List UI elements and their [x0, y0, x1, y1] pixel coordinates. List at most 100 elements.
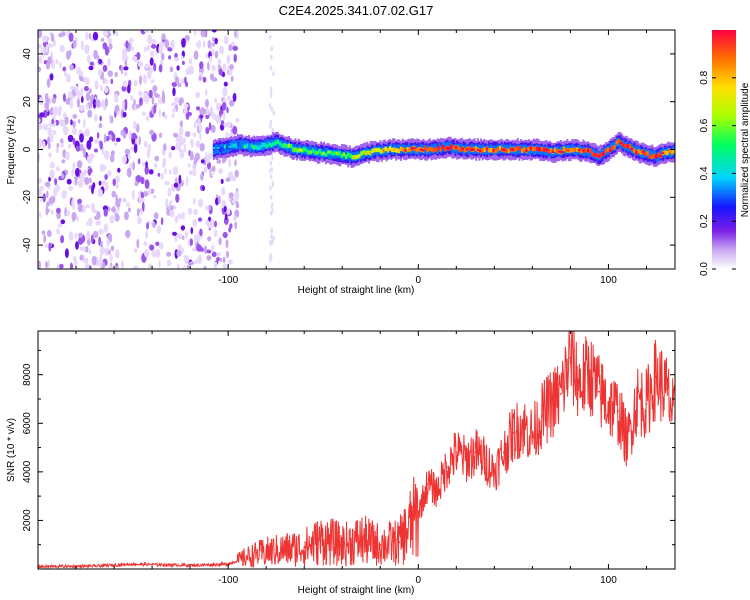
x-tick-label: 100: [600, 275, 617, 286]
noise-speck: [87, 109, 93, 118]
x-tick-label: -100: [218, 275, 238, 286]
noise-speck: [270, 46, 273, 52]
noise-speck: [198, 123, 202, 133]
noise-speck: [88, 65, 94, 71]
noise-speck: [226, 95, 231, 101]
noise-speck: [166, 259, 172, 267]
noise-speck: [184, 230, 189, 239]
ridge-halo: [212, 145, 215, 155]
noise-speck: [226, 54, 231, 64]
noise-speck: [48, 152, 52, 158]
noise-speck: [269, 120, 273, 125]
snr-point: [398, 541, 401, 544]
noise-speck: [131, 46, 135, 52]
noise-speck: [70, 262, 73, 269]
noise-speck: [50, 209, 54, 216]
noise-speck: [72, 162, 76, 170]
spectrogram-axes: -100 0 100 -40 -20 0 20 40: [22, 30, 675, 286]
noise-speck: [235, 203, 240, 209]
noise-speck: [40, 46, 46, 56]
noise-speck: [232, 215, 237, 221]
noise-speck: [117, 167, 121, 173]
noise-speck: [167, 187, 172, 197]
noise-speck: [220, 120, 225, 126]
ridge-core: [223, 145, 227, 148]
ridge-halo: [561, 145, 564, 155]
noise-speck: [122, 48, 128, 56]
colorbar: 0.0 0.2 0.4 0.6 0.8 Normalized spectral ampl…: [699, 30, 750, 276]
ridge-core: [388, 146, 392, 151]
noise-speck: [150, 188, 155, 194]
ridge-core: [672, 149, 675, 154]
ridge-core: [237, 142, 240, 147]
x-tick-label: 0: [416, 575, 422, 586]
noise-speck: [140, 176, 145, 185]
ridge-core: [463, 148, 467, 153]
ridge-core: [540, 147, 544, 152]
noise-speck: [107, 37, 113, 44]
noise-speck: [101, 180, 107, 186]
ridge-core: [549, 148, 552, 153]
noise-speck: [175, 177, 178, 185]
ridge-core: [287, 144, 291, 147]
snr-point: [645, 403, 648, 405]
noise-speck: [128, 130, 132, 141]
noise-speck: [145, 230, 149, 239]
ridge-halo: [635, 145, 638, 155]
noise-speck: [235, 118, 240, 123]
noise-speck: [72, 114, 78, 119]
ridge-core: [419, 148, 423, 151]
ridge-core: [384, 146, 387, 152]
ridge-core: [408, 147, 412, 153]
noise-speck: [79, 172, 85, 182]
noise-speck: [270, 228, 273, 234]
noise-speck: [104, 246, 109, 257]
noise-speck: [93, 148, 98, 153]
ridge-core: [307, 150, 310, 155]
noise-speck: [174, 52, 178, 59]
noise-speck: [197, 198, 204, 208]
noise-speck: [234, 30, 237, 38]
noise-speck: [222, 63, 227, 73]
noise-speck: [77, 203, 83, 213]
snr-point: [322, 539, 325, 541]
noise-speck: [144, 63, 150, 70]
noise-speck: [45, 206, 49, 216]
ridge-core: [360, 151, 363, 156]
noise-speck: [162, 111, 166, 117]
noise-speck: [65, 50, 71, 60]
ridge-core: [450, 143, 453, 149]
noise-speck: [44, 93, 49, 101]
noise-speck: [189, 65, 194, 75]
ridge-core: [556, 149, 559, 154]
ridge-core: [624, 143, 627, 149]
noise-speck: [205, 205, 209, 211]
noise-speck: [184, 76, 187, 84]
noise-speck: [158, 260, 161, 268]
noise-speck: [215, 197, 219, 206]
ridge-core: [646, 150, 649, 156]
noise-speck: [47, 56, 52, 65]
ridge-core: [505, 148, 508, 153]
noise-speck: [203, 265, 207, 269]
noise-speck: [158, 109, 162, 118]
noise-speck: [103, 223, 109, 233]
ridge-core: [498, 145, 502, 151]
noise-speck: [179, 139, 184, 146]
noise-speck: [270, 166, 274, 172]
noise-speck: [223, 205, 227, 213]
noise-speck: [210, 170, 214, 177]
noise-speck: [200, 107, 206, 116]
noise-speck: [168, 55, 172, 60]
noise-speck: [270, 54, 273, 60]
snr-point: [531, 434, 534, 437]
noise-speck: [39, 112, 45, 118]
noise-speck: [202, 185, 205, 191]
noise-speck: [222, 71, 226, 78]
ridge-core: [252, 146, 255, 149]
y-tick-label: 8000: [22, 363, 33, 386]
ridge-core: [267, 142, 271, 147]
ridge-core: [320, 152, 324, 155]
ridge-core: [666, 150, 669, 156]
noise-speck: [205, 52, 209, 59]
